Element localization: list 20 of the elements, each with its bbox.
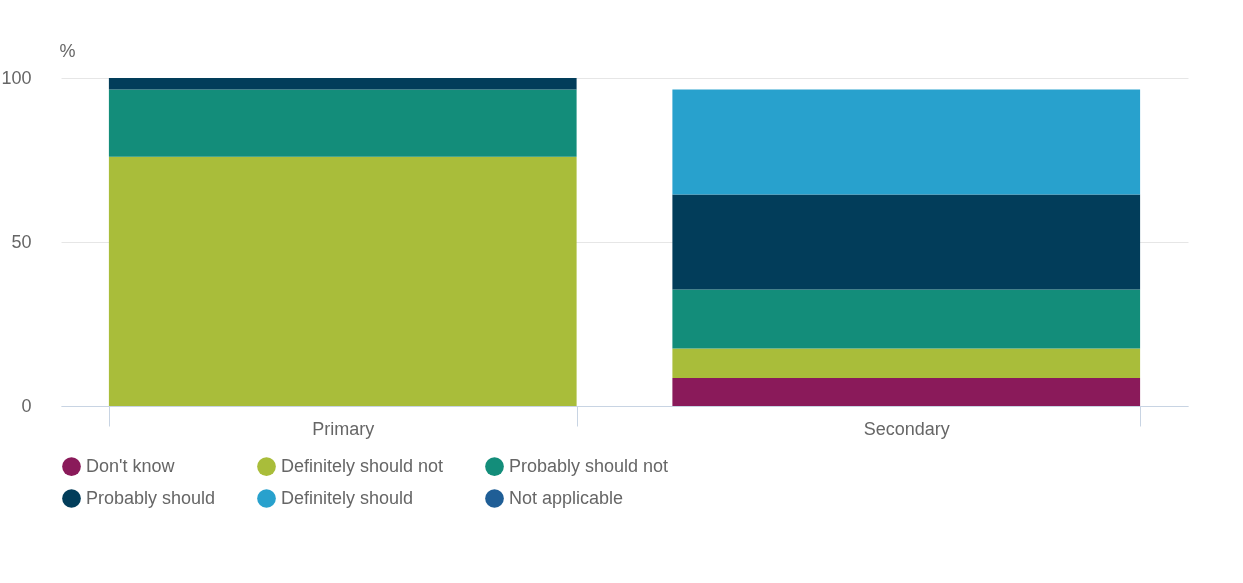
bar: [672, 289, 1141, 349]
bar: [108, 78, 577, 90]
legend-label: Probably should: [86, 487, 216, 508]
y-tick-label: 0: [21, 395, 32, 416]
x-tick-label: Primary: [312, 418, 375, 439]
bar: [672, 348, 1141, 379]
bar: [672, 194, 1141, 290]
bar: [108, 156, 577, 406]
legend-label: Not applicable: [509, 487, 624, 508]
y-tick-label: 100: [1, 67, 32, 88]
bar: [672, 89, 1141, 195]
legend-label: Definitely should: [281, 487, 414, 508]
y-axis-title: %: [59, 40, 76, 61]
legend-label: Probably should not: [509, 455, 669, 476]
bar: [108, 89, 577, 157]
legend-label: Don't know: [86, 455, 176, 476]
bar: [672, 378, 1141, 406]
x-tick-label: Secondary: [863, 418, 950, 439]
legend-label: Definitely should not: [281, 455, 444, 476]
y-tick-label: 50: [11, 231, 32, 252]
